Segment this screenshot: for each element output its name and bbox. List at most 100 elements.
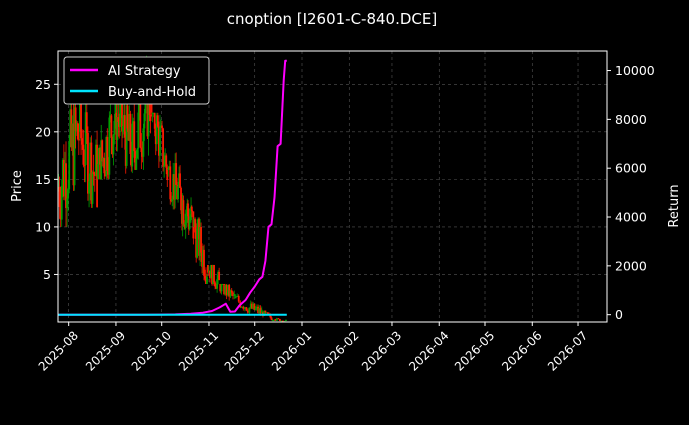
candle-body [193, 219, 196, 227]
candle-body [151, 112, 154, 114]
candle-body [142, 128, 145, 157]
candle-body [160, 125, 162, 128]
plot-frame [57, 50, 608, 323]
candle-body [280, 320, 283, 322]
candle-body [122, 126, 124, 132]
candle-body [275, 318, 278, 321]
candle-body [69, 109, 72, 142]
candle-body [93, 173, 96, 176]
candle-body [217, 271, 220, 280]
y-left-tick-label: 10 [35, 219, 51, 234]
candle-body [154, 128, 157, 145]
candle-body [179, 173, 181, 188]
legend: AI Strategy Buy-and-Hold [63, 56, 210, 105]
candle-body [162, 128, 164, 167]
candle-body [64, 163, 66, 197]
candle-body [125, 105, 128, 166]
candle-body [173, 174, 176, 200]
candle-body [83, 164, 86, 166]
candle-body [234, 296, 237, 299]
candle-body [190, 206, 193, 212]
candle-body [216, 279, 219, 289]
candle-body [79, 98, 81, 132]
candle-body [126, 105, 129, 129]
candle-body [165, 155, 168, 168]
y-right-tick-label: 8000 [615, 112, 647, 127]
candle-body [130, 154, 133, 167]
candle-body [169, 166, 172, 200]
candle-body [194, 219, 197, 233]
candle-body [271, 320, 274, 322]
candle-body [157, 126, 160, 156]
candle-body [149, 114, 152, 122]
candle-body [77, 139, 80, 141]
candle-body [201, 252, 203, 267]
candle-body [184, 213, 187, 228]
candle-body [155, 115, 158, 145]
y-right-tick-label: 4000 [615, 210, 647, 225]
candle-body [133, 121, 136, 152]
candle-body [98, 147, 101, 164]
candle-body [200, 227, 202, 253]
candle-body [260, 309, 263, 314]
candle-body [72, 123, 75, 186]
candle-body [75, 123, 78, 131]
strategy-lines [58, 59, 287, 316]
candle-body [219, 283, 222, 292]
candle-body [210, 264, 212, 279]
candle-body [96, 144, 98, 207]
candle-body [95, 144, 97, 176]
candle-body [167, 168, 170, 170]
candle-body [212, 264, 214, 285]
candle-body [255, 306, 258, 309]
candle-body [242, 306, 245, 309]
y-left-tick-label: 15 [35, 172, 51, 187]
candle-body [174, 163, 177, 200]
candle-body [161, 125, 163, 129]
candle-body [229, 290, 232, 297]
y-left-tick-label: 25 [35, 77, 51, 92]
candle-body [274, 319, 277, 321]
candle-body [252, 303, 255, 309]
candle-body [57, 186, 60, 189]
candle-body [123, 115, 126, 138]
candle-body [207, 264, 209, 273]
candle-body [208, 270, 210, 273]
candle-body [140, 147, 143, 153]
candle-body [233, 294, 236, 297]
candle-body [59, 207, 62, 220]
candle-body [170, 199, 173, 202]
candle-body [129, 113, 132, 155]
candle-body [138, 96, 141, 113]
candle-body [221, 283, 224, 285]
candle-body [254, 308, 257, 310]
candle-body [70, 109, 73, 148]
candle-body [99, 147, 102, 180]
candle-body [150, 103, 153, 113]
candle-body [89, 142, 92, 182]
candle-body [135, 158, 138, 170]
candle-body [206, 276, 208, 284]
candle-body [109, 115, 112, 118]
y-left-tick-label: 20 [35, 124, 51, 139]
candle-body [187, 203, 189, 217]
candle-body [199, 227, 201, 256]
candle-body [264, 310, 267, 313]
candle-body [227, 284, 229, 296]
candle-body [84, 112, 87, 166]
candle-body [258, 308, 261, 313]
y-axis-left-label: Price [10, 170, 25, 202]
candle-body [278, 318, 281, 322]
candle-body [143, 113, 146, 129]
candle-body [68, 141, 71, 190]
legend-label-ai-strategy: AI Strategy [108, 64, 181, 79]
candle-body [168, 166, 171, 169]
candle-body [104, 173, 107, 177]
candle-body [80, 98, 82, 139]
candle-body [240, 306, 243, 308]
candle-body [156, 115, 159, 127]
candle-body [209, 270, 211, 279]
candle-body [236, 295, 239, 297]
candle-body [116, 117, 119, 141]
